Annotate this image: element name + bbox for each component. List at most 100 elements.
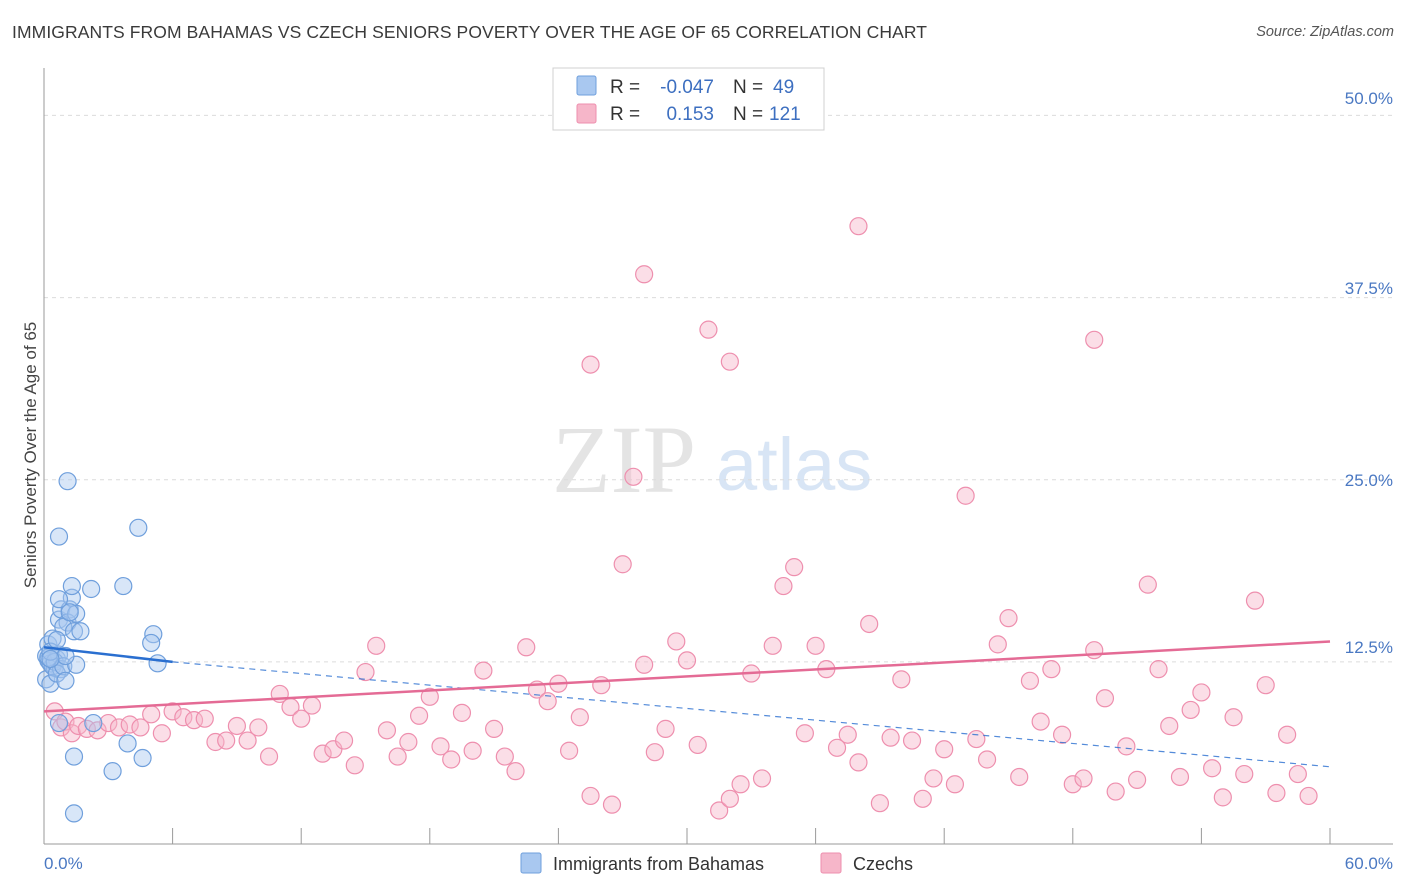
czechs-point: [1245, 591, 1265, 610]
bahamas-point: [58, 472, 77, 491]
czechs-point: [624, 467, 643, 486]
czechs-point: [720, 352, 739, 371]
czechs-points: [45, 217, 1318, 820]
czechs-point: [1181, 700, 1200, 720]
bahamas-point: [133, 748, 152, 768]
czechs-point: [259, 747, 279, 766]
bahamas-point: [64, 804, 84, 823]
bahamas-point: [71, 622, 90, 641]
bahamas-point: [49, 713, 69, 733]
czechs-point: [870, 794, 890, 813]
czechs-point: [688, 735, 707, 755]
czechs-point: [1138, 575, 1157, 594]
bahamas-point: [49, 527, 69, 546]
y-tick-label: 25.0%: [1345, 471, 1393, 490]
czechs-point: [656, 719, 675, 738]
czechs-point: [806, 636, 825, 655]
bahamas-point: [67, 604, 86, 623]
czechs-point: [988, 635, 1007, 654]
czechs-point: [1235, 764, 1254, 784]
legend-bahamas-label: Immigrants from Bahamas: [553, 854, 764, 874]
czechs-point: [1042, 660, 1061, 679]
bahamas-point: [64, 747, 84, 766]
legend-r-label: R =: [610, 77, 640, 98]
legend-r-label: R =: [610, 104, 640, 125]
czechs-point: [1031, 712, 1050, 731]
czechs-point: [720, 789, 739, 808]
czechs-point: [1224, 708, 1243, 727]
czechs-point: [763, 636, 782, 655]
czechs-point: [999, 609, 1018, 628]
czechs-point: [785, 558, 804, 577]
czechs-point: [62, 724, 81, 743]
bahamas-trend-dashed: [172, 661, 1331, 768]
czechs-point: [699, 320, 718, 339]
czechs-point: [645, 743, 664, 762]
y-tick-label: 12.5%: [1345, 638, 1393, 657]
czechs-point: [120, 715, 139, 734]
czechs-point: [602, 795, 622, 814]
czechs-point: [420, 687, 439, 706]
bahamas-point: [103, 762, 122, 781]
czechs-point: [667, 632, 686, 651]
legend-n-label: N =: [733, 104, 763, 125]
bahamas-trend-line: [43, 646, 173, 664]
czechs-point: [677, 651, 697, 670]
trend-lines: [43, 640, 1331, 768]
bahamas-points: [37, 472, 167, 823]
legend-czechs-label: Czechs: [853, 854, 913, 874]
czechs-point: [860, 614, 879, 634]
czechs-point: [913, 789, 932, 808]
bahamas-point: [84, 713, 103, 733]
legend-swatch-czechs: [576, 103, 597, 124]
czechs-point: [1213, 788, 1232, 807]
bahamas-point: [148, 654, 167, 673]
series-legend: Immigrants from Bahamas Czechs: [520, 852, 913, 874]
czechs-point: [1267, 783, 1286, 803]
czechs-point: [892, 670, 911, 689]
bahamas-point: [114, 576, 133, 596]
legend-n-value: 49: [773, 77, 794, 98]
czechs-point: [195, 709, 214, 728]
legend-box: [552, 67, 825, 131]
czechs-point: [924, 769, 943, 788]
czechs-point: [560, 741, 579, 760]
czechs-point: [752, 769, 772, 788]
czechs-point: [345, 756, 364, 775]
czechs-point: [967, 729, 986, 749]
legend-n-label: N =: [733, 77, 763, 98]
bahamas-point: [82, 579, 101, 599]
watermark: ZIP atlas: [552, 406, 872, 513]
czechs-point: [881, 728, 900, 747]
czechs-point: [849, 753, 868, 772]
czechs-point: [356, 662, 375, 682]
bahamas-point: [56, 646, 75, 666]
legend-swatch-bahamas: [576, 75, 597, 96]
axes: [43, 68, 1393, 845]
czechs-point: [249, 718, 268, 737]
czechs-point: [570, 708, 589, 727]
czechs-point: [1106, 782, 1125, 801]
czechs-point: [1010, 767, 1029, 787]
source-label: Source: ZipAtlas.com: [1256, 24, 1394, 40]
czechs-point: [902, 731, 922, 750]
czechs-point: [977, 750, 997, 769]
czechs-point: [1192, 683, 1211, 702]
czechs-point: [935, 740, 954, 759]
legend-n-value: 121: [769, 104, 801, 125]
czechs-point: [1127, 770, 1147, 789]
czechs-point: [485, 719, 504, 738]
bahamas-point: [60, 603, 79, 622]
czechs-point: [292, 709, 311, 728]
czechs-point: [388, 747, 407, 766]
czechs-point: [474, 661, 493, 680]
czechs-point: [710, 801, 729, 820]
czechs-point: [409, 706, 429, 725]
czechs-point: [1299, 786, 1318, 806]
bahamas-point: [62, 576, 81, 596]
czechs-point: [774, 576, 793, 596]
legend-r-value: -0.047: [660, 77, 714, 98]
czechs-point: [334, 731, 354, 750]
bahamas-point: [49, 590, 69, 609]
